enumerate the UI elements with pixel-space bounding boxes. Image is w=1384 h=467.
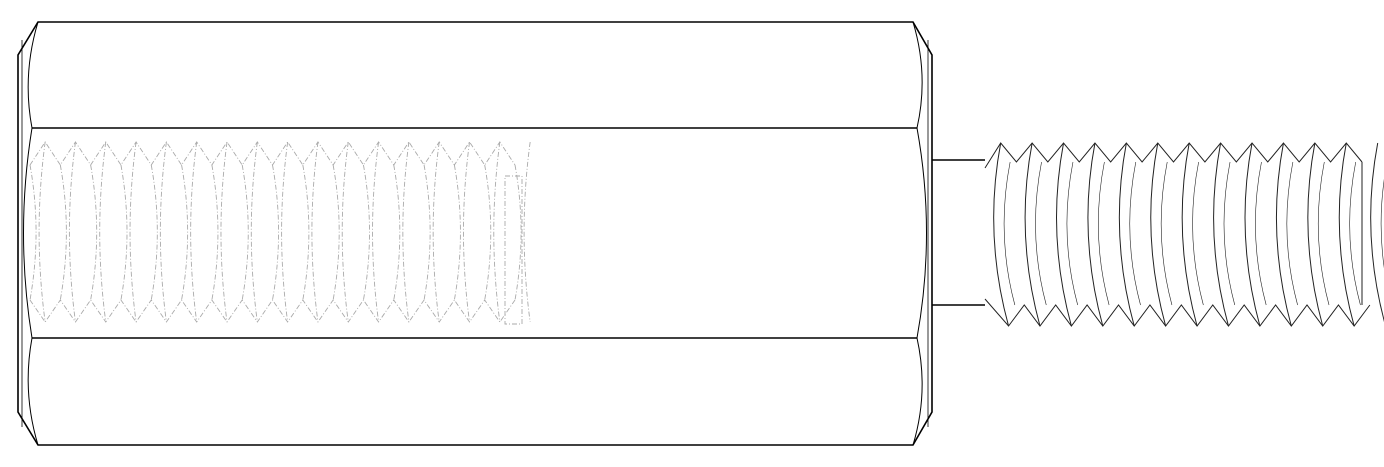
- female-thread: [29, 141, 531, 325]
- male-thread-root-line: [1035, 161, 1047, 306]
- male-thread-root-line: [1066, 161, 1078, 306]
- male-thread-root-line: [1380, 179, 1384, 269]
- female-thread-crest-line: [220, 141, 228, 323]
- female-thread-crest-line: [281, 141, 289, 323]
- male-thread-root-line: [1223, 161, 1236, 306]
- female-thread-root-line: [90, 164, 98, 301]
- male-thread-crest-line: [1024, 142, 1041, 327]
- male-thread-crest-line: [1087, 142, 1104, 327]
- male-thread-top-profile: [984, 142, 1363, 169]
- female-thread-crest-line: [493, 141, 501, 323]
- male-thread: [984, 142, 1384, 327]
- hex-body: [17, 21, 933, 446]
- neck: [932, 159, 985, 306]
- female-thread-crest-line: [68, 141, 76, 323]
- male-thread-crest-line: [1244, 142, 1261, 327]
- female-thread-crest-line: [159, 141, 167, 323]
- male-thread-root-line: [1098, 161, 1110, 306]
- male-thread-root-line: [1317, 161, 1330, 306]
- male-thread-crest-line: [1338, 142, 1355, 327]
- female-thread-crest-line: [402, 141, 410, 323]
- female-thread-crest-line: [38, 141, 46, 323]
- female-thread-root-line: [423, 164, 431, 301]
- male-thread-root-line: [1192, 161, 1204, 306]
- male-thread-crest-line: [1275, 142, 1292, 327]
- male-thread-crest-line: [1307, 142, 1324, 327]
- female-thread-root-line: [362, 164, 370, 301]
- male-thread-crest-line: [1181, 142, 1198, 327]
- female-thread-root-line: [120, 164, 128, 301]
- female-thread-crest-line: [190, 141, 198, 323]
- female-thread-drill-end: [504, 175, 523, 325]
- male-thread-bottom-profile: [984, 298, 1371, 327]
- male-thread-root-line: [1160, 161, 1173, 306]
- female-thread-crest-line: [99, 141, 107, 323]
- male-thread-crest-line: [993, 142, 1010, 327]
- female-thread-root-line: [29, 164, 37, 301]
- female-thread-root-line: [150, 164, 158, 301]
- male-thread-crest-line: [1056, 142, 1072, 327]
- female-thread-root-line: [59, 164, 67, 301]
- male-thread-root-line: [1349, 161, 1361, 306]
- female-thread-root-line: [241, 164, 249, 301]
- female-thread-crest-line: [523, 141, 531, 323]
- male-thread-root-line: [1129, 161, 1141, 306]
- female-thread-root-line: [484, 164, 492, 301]
- female-thread-root-line: [211, 164, 219, 301]
- female-thread-root-line: [514, 164, 522, 301]
- male-thread-crest-line: [1150, 142, 1167, 327]
- female-thread-root-line: [393, 164, 401, 301]
- female-thread-root-line: [272, 164, 280, 301]
- female-thread-crest-line: [341, 141, 349, 323]
- female-thread-crest-line: [311, 141, 319, 323]
- female-thread-bottom-profile: [29, 299, 516, 323]
- female-thread-root-line: [181, 164, 189, 301]
- female-thread-root-line: [453, 164, 461, 301]
- female-thread-root-line: [332, 164, 340, 301]
- female-thread-crest-line: [463, 141, 470, 323]
- male-thread-crest-line: [1213, 142, 1229, 327]
- hex-right-chamfer: [912, 21, 927, 446]
- female-thread-crest-line: [129, 141, 137, 323]
- female-thread-crest-line: [432, 141, 440, 323]
- female-thread-root-line: [302, 164, 310, 301]
- female-thread-crest-line: [372, 141, 380, 323]
- male-thread-root-line: [1286, 161, 1298, 306]
- male-thread-crest-line: [1118, 142, 1135, 327]
- male-thread-root-line: [1255, 161, 1267, 306]
- male-thread-root-line: [1003, 161, 1016, 306]
- hex-left-chamfer: [23, 21, 39, 446]
- male-thread-crest-line: [1370, 142, 1384, 322]
- female-thread-crest-line: [250, 141, 258, 323]
